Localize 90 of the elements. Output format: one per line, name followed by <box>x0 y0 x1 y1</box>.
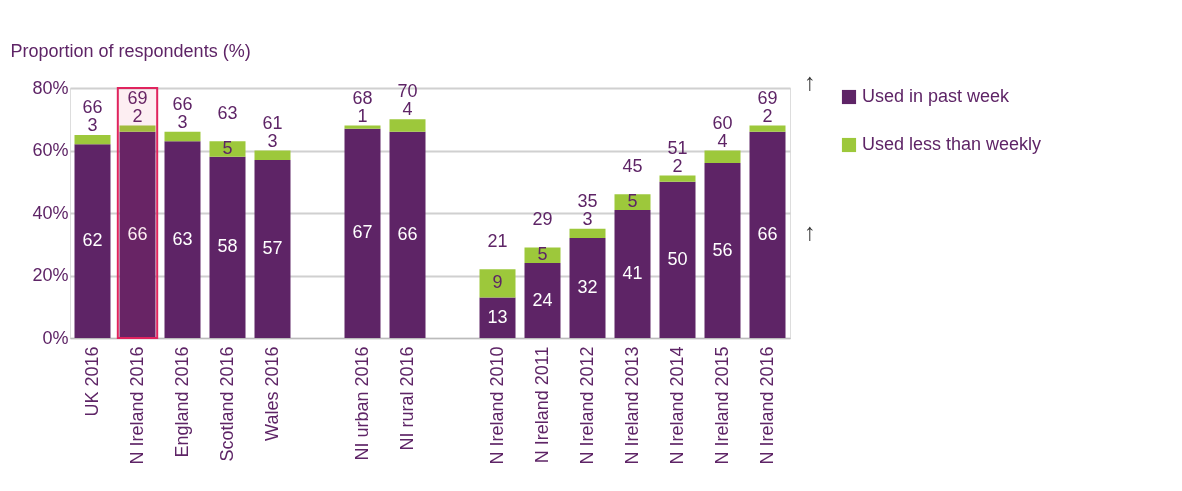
bar <box>119 125 156 132</box>
data-label: 9 <box>492 272 503 293</box>
total-label: 69 <box>127 87 148 108</box>
total-label: 45 <box>622 156 643 177</box>
x-tick-label: N Ireland 2014 <box>666 346 687 465</box>
x-tick-label: N Ireland 2013 <box>621 346 642 465</box>
bar <box>389 131 426 338</box>
x-tick-label: NI rural 2016 <box>396 346 417 451</box>
total-label: 66 <box>82 96 103 117</box>
data-label: 63 <box>172 228 193 249</box>
y-tick-label: 60% <box>32 140 69 160</box>
data-label: 4 <box>402 99 413 120</box>
data-label: 57 <box>262 237 283 258</box>
total-label: 35 <box>577 190 598 211</box>
y-tick-label: 20% <box>32 265 69 285</box>
data-label: 2 <box>132 105 143 126</box>
legend-label: Used in past week <box>862 86 1011 106</box>
data-label: 3 <box>87 114 98 135</box>
bar <box>479 297 516 338</box>
total-label: 21 <box>487 231 508 252</box>
data-label: 5 <box>537 244 548 265</box>
total-label: 60 <box>712 112 733 133</box>
data-label: 62 <box>82 230 103 251</box>
bar <box>749 131 786 338</box>
bar <box>524 263 561 338</box>
total-label: 66 <box>172 93 193 114</box>
total-label: 63 <box>217 103 238 124</box>
data-label: 2 <box>762 105 773 126</box>
x-tick-label: N Ireland 2011 <box>531 346 552 464</box>
bar <box>164 141 201 338</box>
data-label: 41 <box>622 262 643 283</box>
x-tick-label: N Ireland 2016 <box>756 346 777 465</box>
bar <box>389 119 426 132</box>
x-tick-label: UK 2016 <box>81 346 102 417</box>
bar <box>704 163 741 338</box>
data-label: 66 <box>397 223 418 244</box>
data-label: 5 <box>627 191 638 212</box>
x-tick-label: England 2016 <box>171 346 192 458</box>
legend-label: Used less than weekly <box>862 134 1042 154</box>
x-tick-label: Wales 2016 <box>261 346 282 441</box>
data-label: 58 <box>217 236 238 257</box>
text: ↑ <box>804 218 816 245</box>
bar <box>659 175 696 182</box>
data-label: 5 <box>222 137 233 158</box>
data-label: 1 <box>357 105 368 126</box>
data-label: 66 <box>127 223 148 244</box>
data-label: 2 <box>672 155 683 176</box>
x-tick-label: N Ireland 2015 <box>711 346 732 465</box>
total-label: 68 <box>352 87 373 108</box>
data-label: 3 <box>267 130 278 151</box>
x-tick-label: N Ireland 2016 <box>126 346 147 465</box>
x-tick-label: N Ireland 2010 <box>486 346 507 465</box>
text: ↑ <box>804 68 816 95</box>
y-tick-label: 0% <box>42 327 69 348</box>
bar <box>614 209 651 338</box>
data-label: 4 <box>717 130 728 151</box>
total-label: 51 <box>667 137 688 158</box>
bar <box>254 150 291 160</box>
x-tick-label: NI urban 2016 <box>351 346 372 461</box>
data-label: 32 <box>577 277 598 297</box>
bar <box>164 131 201 142</box>
bar <box>704 150 741 163</box>
data-label: 3 <box>582 208 593 229</box>
total-label: 29 <box>532 209 553 230</box>
data-label: 24 <box>532 289 553 310</box>
bar <box>254 159 291 338</box>
data-label: 66 <box>757 223 778 244</box>
bar <box>74 134 111 145</box>
total-label: 70 <box>397 81 418 102</box>
bar <box>659 181 696 338</box>
x-tick-label: N Ireland 2012 <box>576 346 597 465</box>
data-label: 3 <box>177 111 188 132</box>
bar <box>749 125 786 132</box>
total-label: 61 <box>262 112 283 133</box>
bar <box>209 156 246 338</box>
data-label: 50 <box>667 248 688 269</box>
data-label: 56 <box>712 239 733 260</box>
bar <box>569 238 606 338</box>
bar <box>479 269 516 298</box>
bar <box>344 128 381 338</box>
bar <box>569 228 606 238</box>
data-label: 13 <box>487 306 508 327</box>
x-tick-label: Scotland 2016 <box>216 346 237 462</box>
total-label: 69 <box>757 87 778 108</box>
bar <box>344 125 381 129</box>
y-tick-label: 80% <box>32 77 69 98</box>
bar <box>74 144 111 338</box>
y-axis-title: Proportion of respondents (%) <box>10 40 251 61</box>
data-label: 67 <box>352 222 373 243</box>
y-tick-label: 40% <box>32 202 69 223</box>
